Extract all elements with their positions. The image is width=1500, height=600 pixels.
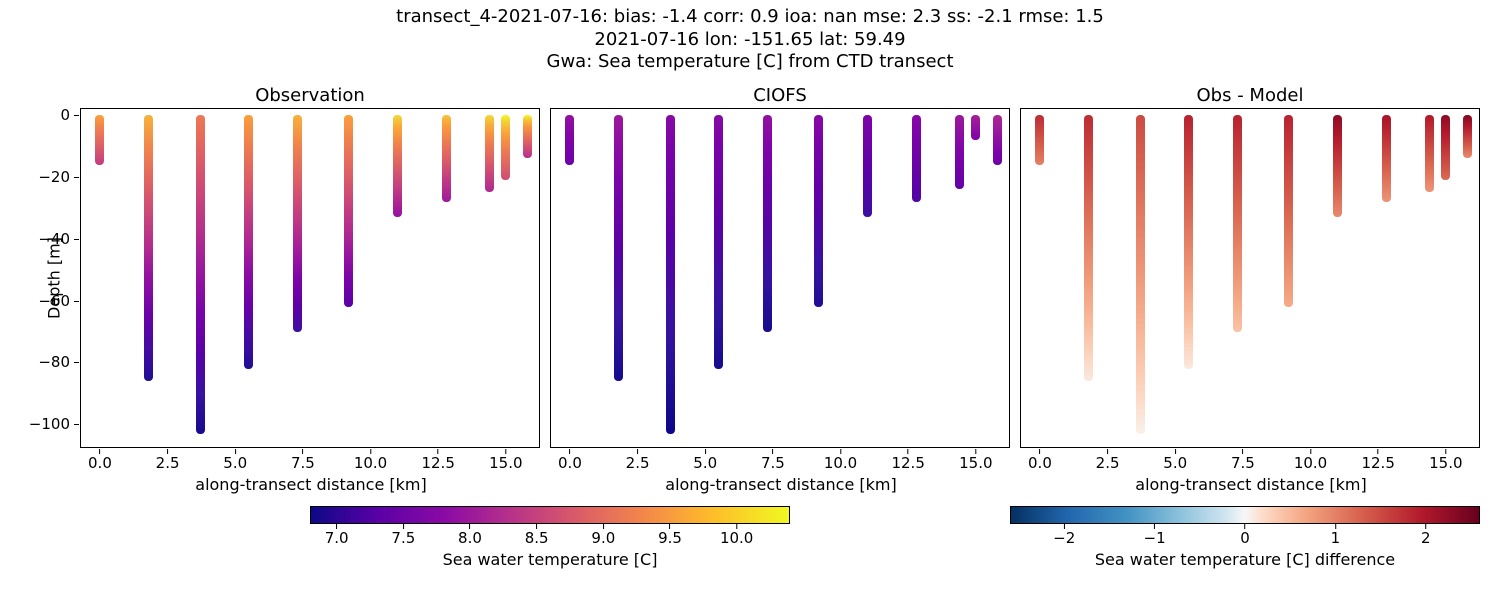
profile bbox=[1284, 115, 1293, 307]
y-tick: −80 bbox=[38, 353, 79, 371]
profile bbox=[614, 115, 623, 381]
x-label: along-transect distance [km] bbox=[1021, 475, 1481, 494]
profile bbox=[1382, 115, 1391, 202]
x-tick: 7.5 bbox=[291, 449, 315, 472]
profile bbox=[344, 115, 353, 307]
x-label: along-transect distance [km] bbox=[551, 475, 1011, 494]
colorbar-tick: 7.5 bbox=[391, 524, 415, 547]
profile bbox=[714, 115, 723, 368]
panel-title: Observation bbox=[81, 85, 539, 106]
panel-2: Obs - Model0.02.55.07.510.012.515.0along… bbox=[1020, 108, 1480, 448]
x-tick: 0.0 bbox=[1028, 449, 1052, 472]
colorbar-tick: 10.0 bbox=[720, 524, 753, 547]
panel-title: Obs - Model bbox=[1021, 85, 1479, 106]
y-tick: 0 bbox=[60, 106, 79, 124]
x-ticks: 0.0 2.5 5.0 7.5 10.0 12.5 15.0 along-transect d… bbox=[1021, 449, 1481, 497]
profile bbox=[863, 115, 872, 217]
x-tick: 10.0 bbox=[824, 449, 857, 472]
profile bbox=[955, 115, 964, 189]
profile bbox=[1233, 115, 1242, 331]
profile bbox=[1184, 115, 1193, 368]
profile bbox=[1136, 115, 1145, 433]
x-tick: 5.0 bbox=[1163, 449, 1187, 472]
plot-area bbox=[81, 109, 539, 447]
profile bbox=[501, 115, 510, 180]
y-tick: −20 bbox=[38, 168, 79, 186]
panels-row: Observation0.02.55.07.510.012.515.0along… bbox=[80, 108, 1480, 448]
plot-area bbox=[1021, 109, 1479, 447]
plot-area bbox=[551, 109, 1009, 447]
colorbar-temperature: 7.0 7.5 8.0 8.5 9.0 9.5 10.0 Sea water temperat… bbox=[310, 506, 790, 576]
title-line-2: 2021-07-16 lon: -151.65 lat: 59.49 bbox=[0, 29, 1500, 52]
profile bbox=[95, 115, 104, 164]
colorbar-tick: −1 bbox=[1144, 524, 1166, 547]
profile bbox=[144, 115, 153, 381]
profile bbox=[523, 115, 532, 158]
profile bbox=[971, 115, 980, 140]
panel-1: CIOFS0.02.55.07.510.012.515.0along-trans… bbox=[550, 108, 1010, 448]
figure-title: transect_4-2021-07-16: bias: -1.4 corr: … bbox=[0, 0, 1500, 74]
profile bbox=[244, 115, 253, 368]
x-tick: 12.5 bbox=[891, 449, 924, 472]
profile bbox=[1035, 115, 1044, 164]
colorbar-ticks: −2 −1 0 1 2 bbox=[1010, 524, 1480, 548]
x-tick: 12.5 bbox=[421, 449, 454, 472]
profile bbox=[912, 115, 921, 202]
x-tick: 15.0 bbox=[489, 449, 522, 472]
profile bbox=[666, 115, 675, 433]
x-tick: 0.0 bbox=[88, 449, 112, 472]
y-label: Depth [m] bbox=[44, 237, 63, 319]
colorbar-gradient bbox=[1010, 506, 1480, 524]
x-tick: 10.0 bbox=[1294, 449, 1327, 472]
colorbar-tick: 9.5 bbox=[658, 524, 682, 547]
profile bbox=[1463, 115, 1472, 158]
x-tick: 2.5 bbox=[156, 449, 180, 472]
colorbar-gradient bbox=[310, 506, 790, 524]
x-ticks: 0.0 2.5 5.0 7.5 10.0 12.5 15.0 along-transect d… bbox=[551, 449, 1011, 497]
x-tick: 2.5 bbox=[626, 449, 650, 472]
x-tick: 5.0 bbox=[223, 449, 247, 472]
x-tick: 2.5 bbox=[1096, 449, 1120, 472]
y-tick: −100 bbox=[29, 415, 79, 433]
profile bbox=[565, 115, 574, 164]
colorbar-tick: 2 bbox=[1421, 524, 1431, 547]
x-tick: 12.5 bbox=[1361, 449, 1394, 472]
profile bbox=[1425, 115, 1434, 192]
colorbar-tick: 8.5 bbox=[525, 524, 549, 547]
x-tick: 0.0 bbox=[558, 449, 582, 472]
x-ticks: 0.0 2.5 5.0 7.5 10.0 12.5 15.0 along-transect d… bbox=[81, 449, 541, 497]
profile bbox=[1333, 115, 1342, 217]
profile bbox=[1084, 115, 1093, 381]
profile bbox=[196, 115, 205, 433]
x-tick: 10.0 bbox=[354, 449, 387, 472]
x-label: along-transect distance [km] bbox=[81, 475, 541, 494]
profile bbox=[1441, 115, 1450, 180]
x-tick: 5.0 bbox=[693, 449, 717, 472]
colorbar-tick: 0 bbox=[1240, 524, 1250, 547]
profile bbox=[763, 115, 772, 331]
panel-title: CIOFS bbox=[551, 85, 1009, 106]
profile bbox=[993, 115, 1002, 164]
colorbar-tick: 1 bbox=[1331, 524, 1341, 547]
title-line-1: transect_4-2021-07-16: bias: -1.4 corr: … bbox=[0, 6, 1500, 29]
x-tick: 7.5 bbox=[1231, 449, 1255, 472]
profile bbox=[814, 115, 823, 307]
x-tick: 7.5 bbox=[761, 449, 785, 472]
colorbar-difference: −2 −1 0 1 2 Sea water temperature [C] differe… bbox=[1010, 506, 1480, 576]
x-tick: 15.0 bbox=[959, 449, 992, 472]
colorbar-label: Sea water temperature [C] bbox=[310, 550, 790, 569]
x-tick: 15.0 bbox=[1429, 449, 1462, 472]
colorbar-label: Sea water temperature [C] difference bbox=[1010, 550, 1480, 569]
profile bbox=[393, 115, 402, 217]
colorbar-ticks: 7.0 7.5 8.0 8.5 9.0 9.5 10.0 bbox=[310, 524, 790, 548]
colorbar-tick: 7.0 bbox=[325, 524, 349, 547]
profile bbox=[442, 115, 451, 202]
profile bbox=[293, 115, 302, 331]
title-line-3: Gwa: Sea temperature [C] from CTD transe… bbox=[0, 51, 1500, 74]
colorbar-tick: 8.0 bbox=[458, 524, 482, 547]
panel-0: Observation0.02.55.07.510.012.515.0along… bbox=[80, 108, 540, 448]
colorbar-tick: −2 bbox=[1053, 524, 1075, 547]
profile bbox=[485, 115, 494, 192]
colorbar-tick: 9.0 bbox=[591, 524, 615, 547]
